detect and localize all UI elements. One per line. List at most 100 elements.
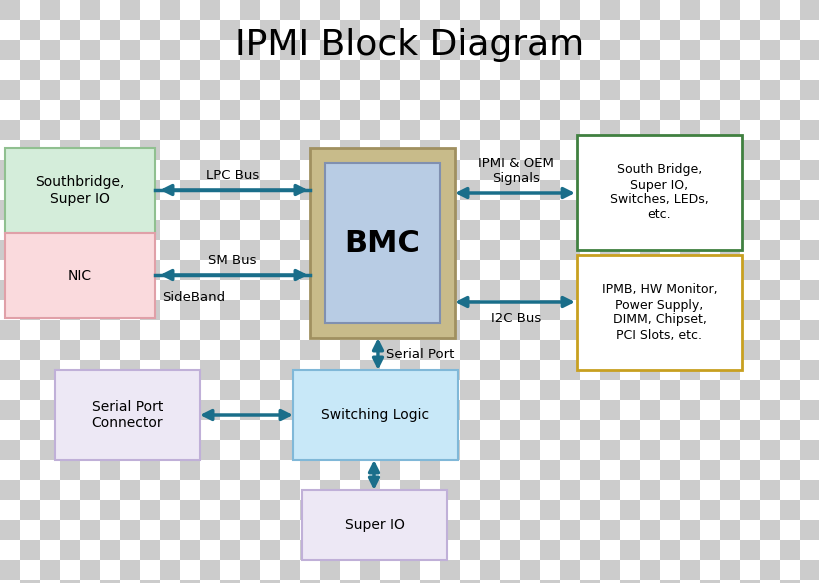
Bar: [240, 340, 260, 360]
Bar: [519, 280, 540, 300]
Bar: [379, 260, 400, 280]
Bar: [140, 360, 160, 380]
Bar: [400, 420, 419, 440]
Bar: [20, 340, 40, 360]
Bar: [200, 220, 219, 240]
Bar: [140, 400, 160, 420]
Bar: [100, 120, 120, 140]
Bar: [619, 220, 639, 240]
Bar: [659, 180, 679, 200]
Bar: [619, 360, 639, 380]
Bar: [619, 340, 639, 360]
Bar: [340, 440, 360, 460]
Bar: [699, 0, 719, 20]
Bar: [120, 320, 140, 340]
Bar: [0, 340, 20, 360]
Bar: [459, 140, 479, 160]
Bar: [639, 560, 659, 580]
Bar: [319, 320, 340, 340]
Bar: [440, 360, 459, 380]
Bar: [300, 100, 319, 120]
Bar: [319, 560, 340, 580]
Bar: [360, 540, 379, 560]
Bar: [60, 180, 80, 200]
Bar: [160, 20, 180, 40]
Bar: [40, 20, 60, 40]
Bar: [619, 380, 639, 400]
Bar: [80, 440, 100, 460]
Bar: [639, 380, 659, 400]
Bar: [500, 100, 519, 120]
Bar: [319, 400, 340, 420]
Bar: [160, 40, 180, 60]
Bar: [340, 80, 360, 100]
Bar: [140, 120, 160, 140]
Bar: [20, 360, 40, 380]
Bar: [759, 300, 779, 320]
Bar: [679, 280, 699, 300]
Bar: [240, 120, 260, 140]
Bar: [379, 520, 400, 540]
Bar: [479, 500, 500, 520]
Bar: [500, 200, 519, 220]
Bar: [180, 240, 200, 260]
Bar: [160, 580, 180, 583]
Bar: [340, 540, 360, 560]
Bar: [600, 360, 619, 380]
Bar: [20, 480, 40, 500]
Bar: [739, 220, 759, 240]
Bar: [440, 180, 459, 200]
Bar: [219, 260, 240, 280]
Bar: [579, 20, 600, 40]
Bar: [400, 340, 419, 360]
Bar: [219, 140, 240, 160]
Bar: [100, 360, 120, 380]
Bar: [200, 360, 219, 380]
Bar: [340, 280, 360, 300]
Bar: [459, 400, 479, 420]
Bar: [360, 160, 379, 180]
Bar: [719, 120, 739, 140]
Bar: [699, 120, 719, 140]
Bar: [240, 400, 260, 420]
Bar: [400, 440, 419, 460]
Bar: [140, 380, 160, 400]
Bar: [699, 220, 719, 240]
Bar: [200, 380, 219, 400]
Bar: [379, 540, 400, 560]
Bar: [40, 180, 60, 200]
Bar: [60, 20, 80, 40]
Bar: [579, 500, 600, 520]
Bar: [679, 80, 699, 100]
Bar: [400, 260, 419, 280]
Bar: [459, 80, 479, 100]
Bar: [120, 0, 140, 20]
Bar: [80, 180, 100, 200]
Bar: [319, 60, 340, 80]
Bar: [579, 200, 600, 220]
Bar: [120, 400, 140, 420]
Bar: [679, 560, 699, 580]
Bar: [419, 520, 440, 540]
Bar: [100, 200, 120, 220]
Bar: [479, 180, 500, 200]
Bar: [379, 120, 400, 140]
Bar: [519, 480, 540, 500]
Bar: [219, 480, 240, 500]
Bar: [180, 220, 200, 240]
Bar: [559, 200, 579, 220]
Bar: [219, 0, 240, 20]
Bar: [579, 480, 600, 500]
Bar: [160, 320, 180, 340]
Bar: [340, 0, 360, 20]
Bar: [319, 360, 340, 380]
Bar: [300, 440, 319, 460]
Bar: [440, 320, 459, 340]
Bar: [719, 160, 739, 180]
Bar: [779, 500, 799, 520]
Bar: [579, 320, 600, 340]
Bar: [180, 0, 200, 20]
Bar: [779, 280, 799, 300]
Bar: [719, 440, 739, 460]
Bar: [699, 320, 719, 340]
